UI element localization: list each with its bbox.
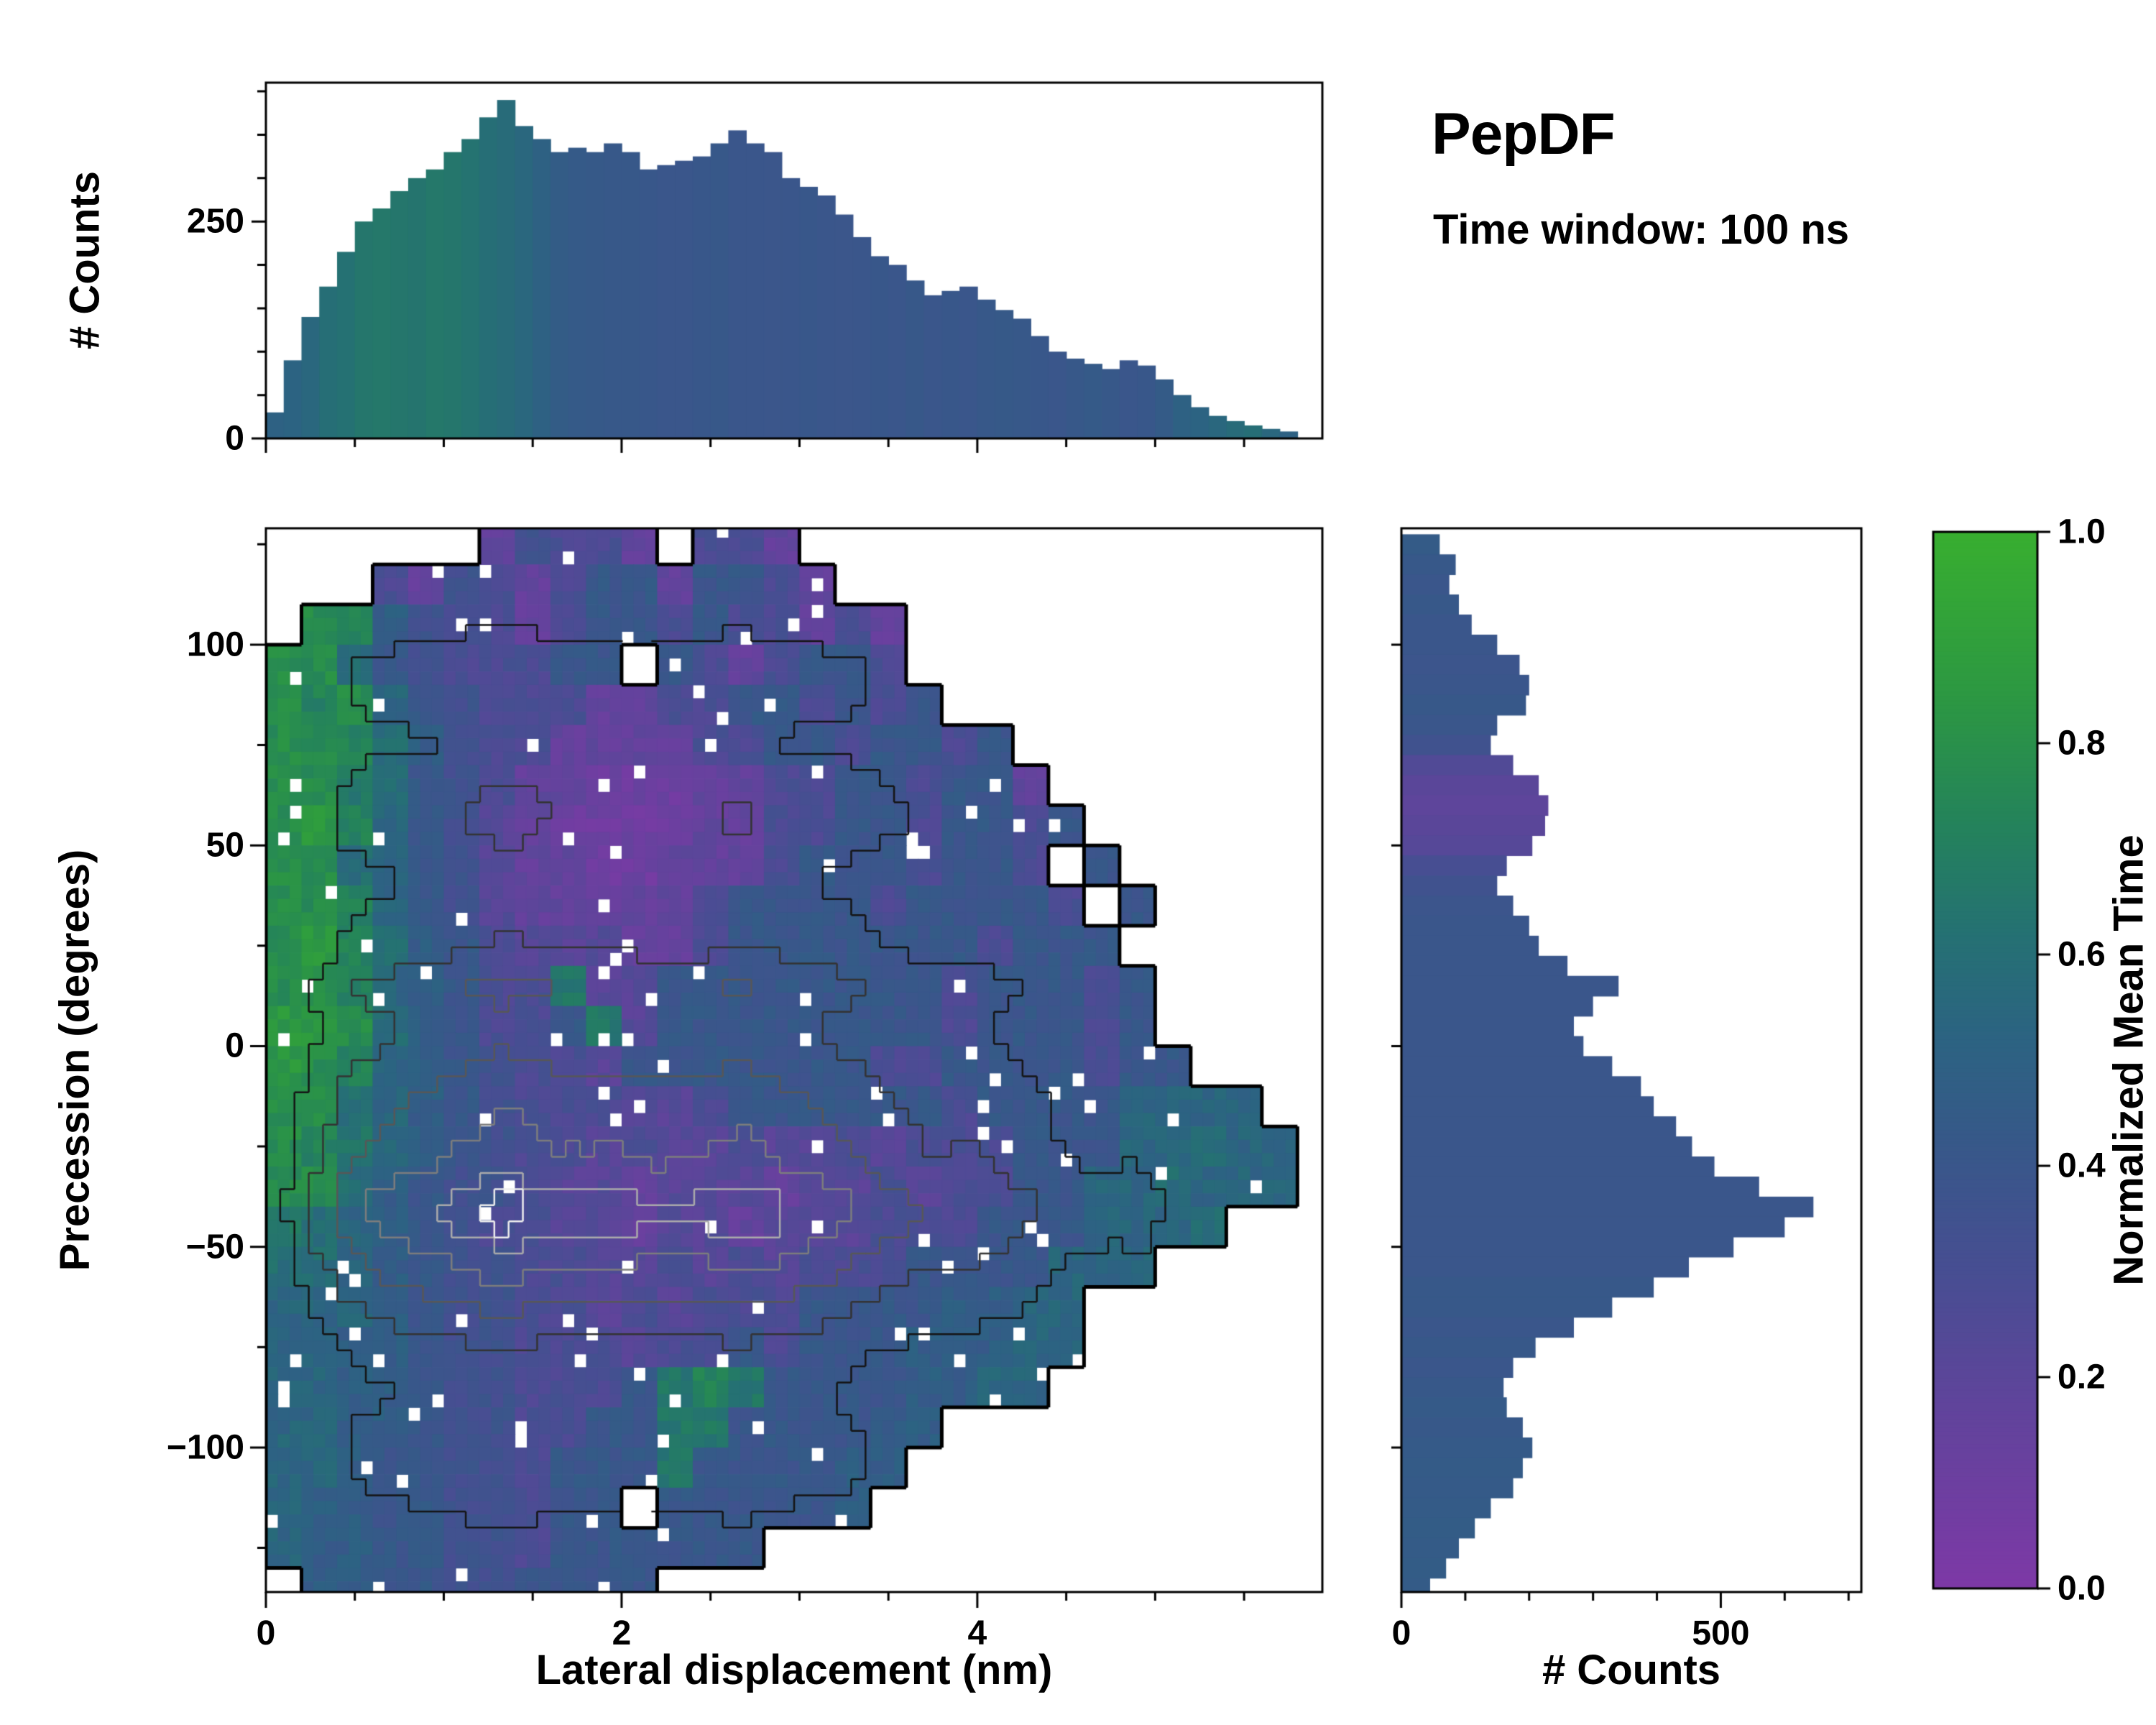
tick-label: 0.6 xyxy=(2058,935,2106,974)
colorbar-label: Normalized Mean Time xyxy=(2105,834,2152,1286)
main-heatmap-canvas xyxy=(223,485,1365,1635)
side-hist-xlabel: # Counts xyxy=(1542,1647,1721,1693)
tick-label: 0.2 xyxy=(2058,1358,2106,1397)
tick-label: 0.8 xyxy=(2058,724,2106,763)
top-histogram-canvas xyxy=(223,40,1365,482)
tick-label: 0 xyxy=(256,1614,276,1652)
plot-subtitle: Time window: 100 ns xyxy=(1433,206,1850,253)
tick-label: 4 xyxy=(967,1614,987,1652)
tick-label: 0 xyxy=(1391,1614,1411,1652)
plot-title: PepDF xyxy=(1432,101,1616,167)
tick-label: 1.0 xyxy=(2058,512,2106,551)
tick-label: 0.4 xyxy=(2058,1146,2106,1185)
top-hist-ylabel: # Counts xyxy=(61,170,109,350)
tick-label: −100 xyxy=(166,1428,244,1467)
tick-label: −50 xyxy=(185,1228,244,1266)
tick-label: 50 xyxy=(206,826,244,865)
tick-label: 500 xyxy=(1692,1614,1750,1652)
tick-label: 0.0 xyxy=(2058,1569,2106,1608)
tick-label: 0 xyxy=(225,1026,244,1065)
main-xlabel: Lateral displacement (nm) xyxy=(535,1647,1053,1693)
colorbar-canvas xyxy=(1890,489,2081,1632)
tick-label: 250 xyxy=(186,202,244,241)
main-ylabel: Precession (degrees) xyxy=(51,849,98,1271)
side-histogram-canvas xyxy=(1358,485,1904,1635)
tick-label: 0 xyxy=(225,419,244,458)
tick-label: 100 xyxy=(186,625,244,664)
tick-label: 2 xyxy=(612,1614,632,1652)
